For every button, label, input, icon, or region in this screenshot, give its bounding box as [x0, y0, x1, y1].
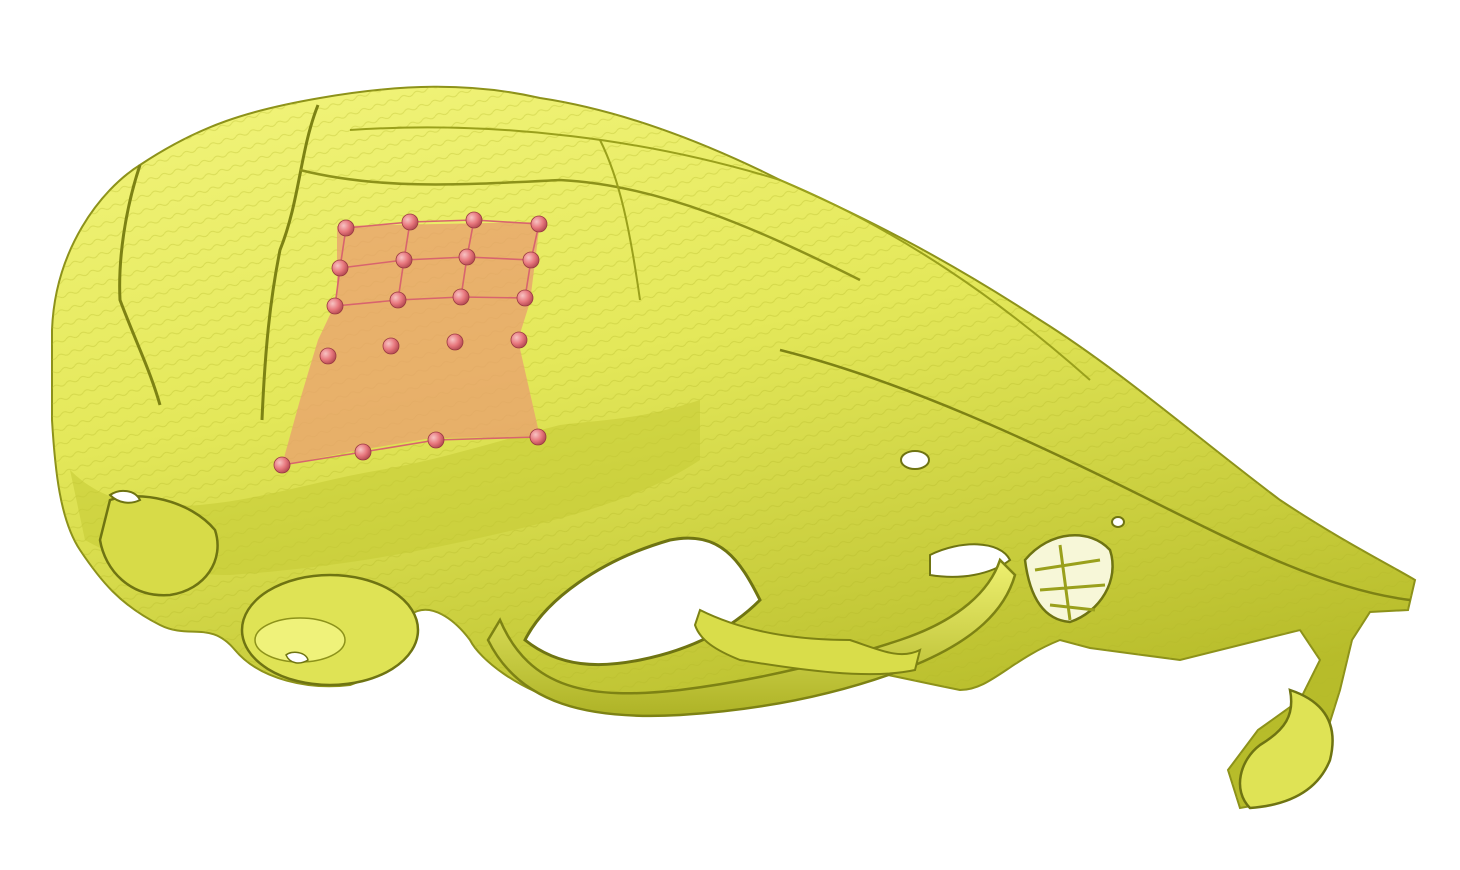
- incisor: [1238, 688, 1334, 810]
- occipital-condyle: [98, 495, 219, 597]
- coronal-suture: [260, 104, 320, 421]
- occipital-notch: [108, 489, 142, 504]
- landmark-point[interactable]: [427, 431, 445, 449]
- grid-line: [345, 221, 411, 229]
- landmark-point[interactable]: [326, 297, 344, 315]
- landmark-point[interactable]: [458, 248, 476, 266]
- zygomatic-arch: [486, 557, 1017, 718]
- grid-line: [460, 296, 526, 299]
- parietal-ridge: [299, 168, 861, 282]
- landmark-point[interactable]: [354, 443, 372, 461]
- fenestra-struts: [1034, 544, 1106, 621]
- grid-line: [334, 299, 399, 307]
- patch-points[interactable]: [273, 211, 548, 474]
- landmark-point[interactable]: [273, 456, 291, 474]
- grid-line: [473, 219, 540, 225]
- landmark-point[interactable]: [331, 259, 349, 277]
- grid-line: [435, 436, 539, 441]
- landmark-point[interactable]: [446, 333, 464, 351]
- landmark-point[interactable]: [516, 289, 534, 307]
- landmark-point[interactable]: [337, 219, 355, 237]
- landmark-point[interactable]: [382, 337, 400, 355]
- landmark-point[interactable]: [510, 331, 528, 349]
- grid-line: [339, 259, 405, 269]
- landmark-point[interactable]: [395, 251, 413, 269]
- skull-model[interactable]: [51, 85, 1417, 810]
- tooth-row: [693, 608, 922, 676]
- landmark-point[interactable]: [401, 213, 419, 231]
- grid-line: [362, 439, 437, 453]
- grid-line: [466, 256, 532, 261]
- maxillary-fenestra: [1023, 534, 1114, 624]
- landmark-point[interactable]: [452, 288, 470, 306]
- frontal-ridge: [599, 139, 641, 301]
- landmark-point[interactable]: [465, 211, 483, 229]
- temporal-line: [349, 126, 1091, 381]
- landmark-point[interactable]: [530, 215, 548, 233]
- zygomatic-gap: [929, 543, 1012, 578]
- landmark-point[interactable]: [389, 291, 407, 309]
- patch-surface: [282, 222, 540, 465]
- landmark-point[interactable]: [319, 347, 337, 365]
- grid-line: [397, 296, 462, 301]
- bulla-hole: [285, 651, 309, 664]
- patch-grid-lines: [281, 219, 540, 466]
- nasal-line: [779, 348, 1411, 602]
- grid-line: [403, 256, 468, 261]
- grid-line: [409, 219, 475, 223]
- lambdoid-suture: [118, 164, 162, 406]
- grid-line: [281, 451, 364, 466]
- landmark-patch[interactable]: [273, 211, 548, 474]
- landmark-point[interactable]: [522, 251, 540, 269]
- infraorbital-foramen: [900, 450, 930, 470]
- landmark-point[interactable]: [529, 428, 547, 446]
- nasal-foramen: [1111, 516, 1125, 528]
